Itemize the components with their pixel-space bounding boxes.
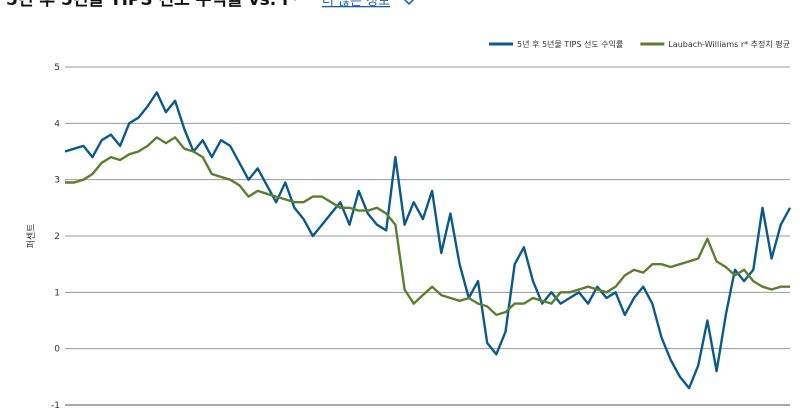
chart-title: 5년 후 5년물 TIPS 선도 수익률 vs. r* xyxy=(6,0,300,10)
legend-label: Laubach-Williams r* 추정치 평균 xyxy=(668,39,790,49)
y-tick-label: -1 xyxy=(51,401,60,411)
y-tick-label: 2 xyxy=(54,232,60,242)
chevron-icon[interactable] xyxy=(403,0,415,6)
y-tick-label: 5 xyxy=(54,63,60,73)
y-tick-label: 4 xyxy=(54,119,60,129)
y-tick-label: 0 xyxy=(54,345,60,355)
y-tick-label: 1 xyxy=(54,288,60,298)
series-line xyxy=(64,91,792,390)
more-info-link[interactable]: 더 많은 정보 xyxy=(322,0,390,9)
y-axis-label: 퍼센트 xyxy=(26,224,37,249)
series-line xyxy=(65,136,790,317)
y-tick-label: 3 xyxy=(54,176,60,186)
legend-label: 5년 후 5년물 TIPS 선도 수익률 xyxy=(517,39,623,49)
